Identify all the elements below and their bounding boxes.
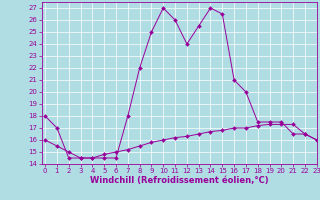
X-axis label: Windchill (Refroidissement éolien,°C): Windchill (Refroidissement éolien,°C) (90, 176, 268, 185)
